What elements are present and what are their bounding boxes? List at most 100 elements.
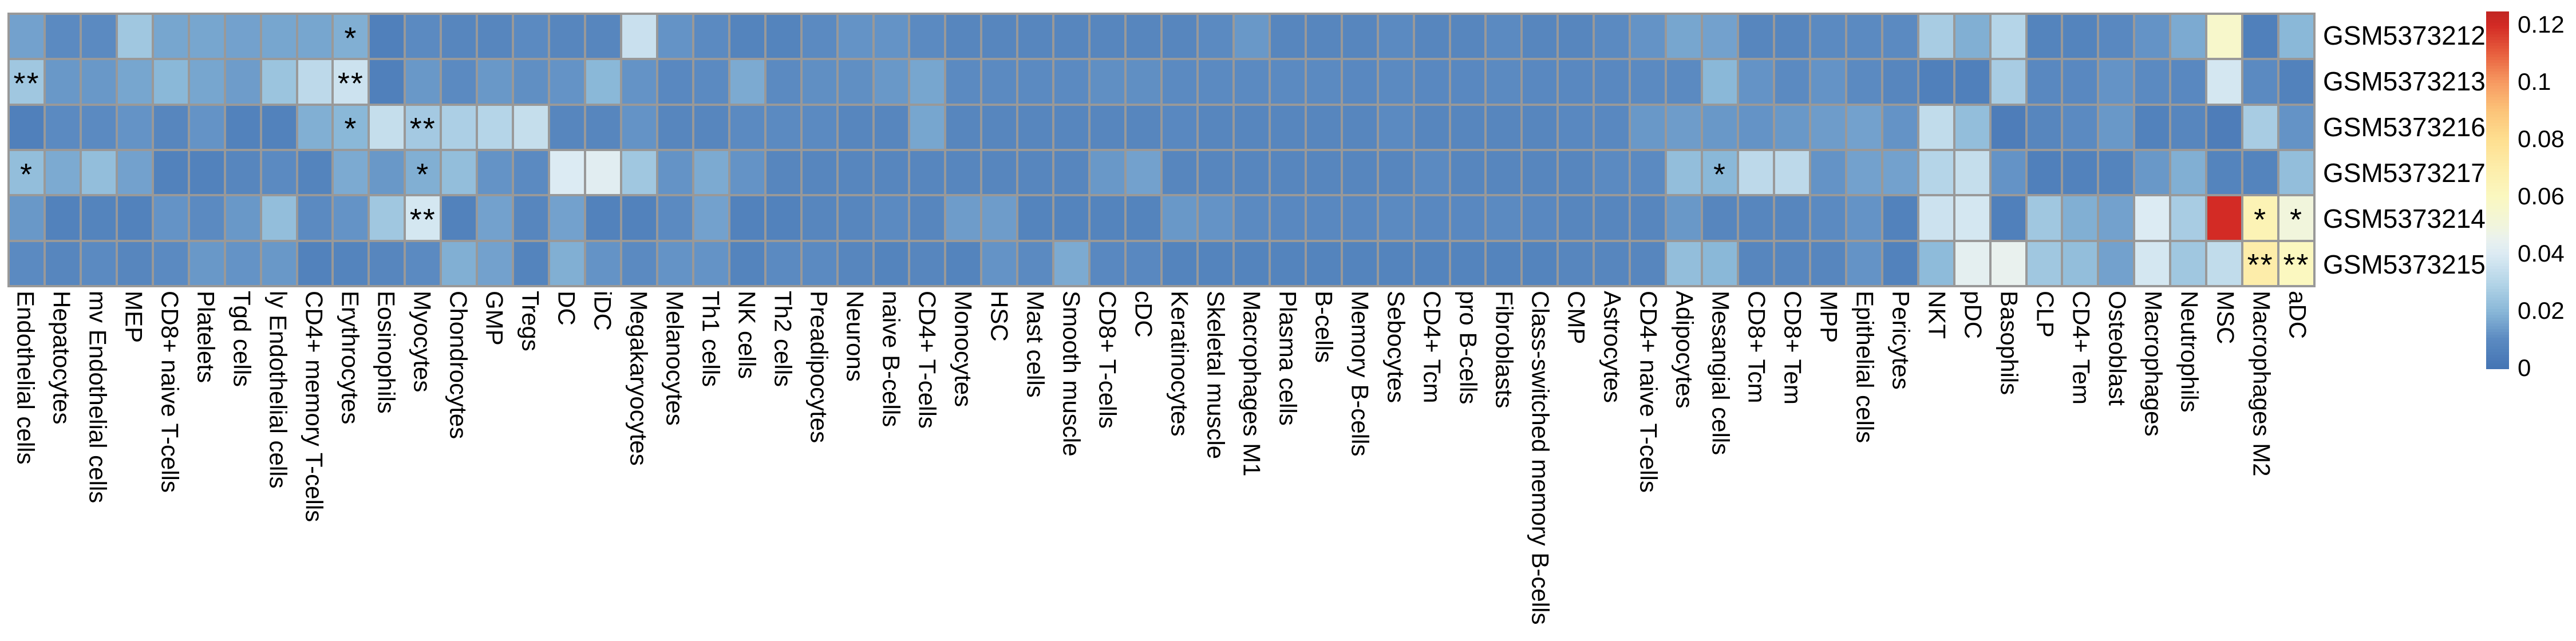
heatmap-cell: ** <box>2243 242 2278 285</box>
colorbar-segment <box>2486 29 2509 31</box>
heatmap-cell <box>1378 196 1413 240</box>
colorbar-tick-label: 0.06 <box>2518 183 2565 209</box>
colorbar-segment <box>2486 172 2509 175</box>
colorbar-segment <box>2486 49 2509 52</box>
heatmap-cell <box>1955 105 1989 149</box>
heatmap-cell <box>189 151 224 195</box>
column-label: CD4+ naive T-cells <box>1635 291 1662 493</box>
colorbar-segment <box>2486 298 2509 300</box>
colorbar-segment <box>2486 126 2509 129</box>
heatmap-cell <box>478 105 512 149</box>
heatmap-cell <box>910 196 945 240</box>
heatmap-cell <box>2207 105 2242 149</box>
colorbar-segment <box>2486 63 2509 66</box>
heatmap-cell <box>1991 60 2025 104</box>
heatmap-cell <box>2279 15 2313 58</box>
heatmap-cell <box>1306 196 1341 240</box>
heatmap-cell <box>658 242 692 285</box>
row-label: GSM5373213 <box>2323 66 2486 96</box>
heatmap-cell <box>1198 196 1232 240</box>
colorbar-segment <box>2486 223 2509 226</box>
heatmap-cell <box>1811 242 1845 285</box>
heatmap-cell <box>478 196 512 240</box>
column-label: cDC <box>1130 291 1157 338</box>
colorbar-segment <box>2486 318 2509 320</box>
column-label: Erythrocytes <box>337 291 364 425</box>
heatmap-cell <box>153 105 188 149</box>
heatmap-cell <box>1018 105 1053 149</box>
colorbar-segment <box>2486 157 2509 160</box>
heatmap-cell <box>1847 196 1881 240</box>
column-label: iDC <box>589 291 617 331</box>
colorbar-segment <box>2486 315 2509 318</box>
heatmap-cell <box>2063 151 2097 195</box>
colorbar-segment <box>2486 31 2509 34</box>
heatmap-cell <box>874 105 908 149</box>
column-label: Neutrophils <box>2176 291 2203 413</box>
colorbar <box>2486 11 2509 369</box>
heatmap-cell <box>1127 242 1160 285</box>
heatmap-cell <box>1091 15 1125 58</box>
colorbar-segment <box>2486 197 2509 200</box>
heatmap-cell <box>153 196 188 240</box>
colorbar-segment <box>2486 361 2509 363</box>
column-label: aDC <box>2284 291 2312 339</box>
column-label: Neurons <box>841 291 869 382</box>
colorbar-segment <box>2486 26 2509 29</box>
column-label: MPP <box>1815 291 1843 343</box>
heatmap-cell <box>2171 151 2206 195</box>
heatmap-cell <box>1198 242 1232 285</box>
heatmap-cell <box>874 242 908 285</box>
heatmap-cell <box>1703 242 1737 285</box>
colorbar-tick-label: 0.12 <box>2518 11 2565 38</box>
column-label: GMP <box>481 291 508 346</box>
heatmap-cell <box>586 242 620 285</box>
heatmap-cell <box>2243 60 2278 104</box>
heatmap-cell <box>1559 196 1593 240</box>
heatmap-cell <box>586 15 620 58</box>
column-label: Fibroblasts <box>1491 291 1518 409</box>
column-label: Plasma cells <box>1274 291 1302 426</box>
colorbar-segment <box>2486 23 2509 26</box>
colorbar-segment <box>2486 177 2509 180</box>
column-label: CD8+ Tem <box>1779 291 1807 405</box>
heatmap-cell <box>10 15 44 58</box>
column-label: Class-switched memory B-cells <box>1527 291 1554 625</box>
significance-mark: ** <box>2247 248 2274 283</box>
heatmap-cell <box>1595 151 1629 195</box>
heatmap-cell <box>1775 151 1809 195</box>
colorbar-segment <box>2486 155 2509 157</box>
colorbar-segment <box>2486 149 2509 152</box>
colorbar-segment <box>2486 332 2509 335</box>
heatmap-cell <box>1091 196 1125 240</box>
heatmap-cell <box>442 151 476 195</box>
colorbar-segment <box>2486 169 2509 172</box>
column-label: Tregs <box>517 291 544 351</box>
heatmap-cell <box>1955 242 1989 285</box>
column-label: Basophils <box>1996 291 2023 395</box>
colorbar-segment <box>2486 175 2509 177</box>
heatmap-cell <box>1775 196 1809 240</box>
colorbar-segment <box>2486 132 2509 134</box>
heatmap-cell <box>694 151 728 195</box>
heatmap-cell <box>1487 196 1521 240</box>
colorbar-segment <box>2486 46 2509 49</box>
column-label: Hepatocytes <box>48 291 76 425</box>
colorbar-segment <box>2486 229 2509 232</box>
heatmap-cell <box>1523 151 1557 195</box>
colorbar-segment <box>2486 189 2509 192</box>
heatmap-cell <box>1667 15 1701 58</box>
heatmap-cell <box>2207 60 2242 104</box>
heatmap-cell <box>982 151 1017 195</box>
heatmap-cell <box>10 196 44 240</box>
column-label: CD4+ Tem <box>2068 291 2095 405</box>
heatmap-cell <box>81 15 116 58</box>
heatmap-cell <box>153 151 188 195</box>
colorbar-segment <box>2486 272 2509 275</box>
heatmap-cell <box>2027 151 2061 195</box>
column-label: Th1 cells <box>697 291 725 387</box>
colorbar-segment <box>2486 57 2509 60</box>
heatmap-cell <box>1631 105 1665 149</box>
heatmap-cell <box>1163 151 1196 195</box>
heatmap-cell <box>730 242 764 285</box>
